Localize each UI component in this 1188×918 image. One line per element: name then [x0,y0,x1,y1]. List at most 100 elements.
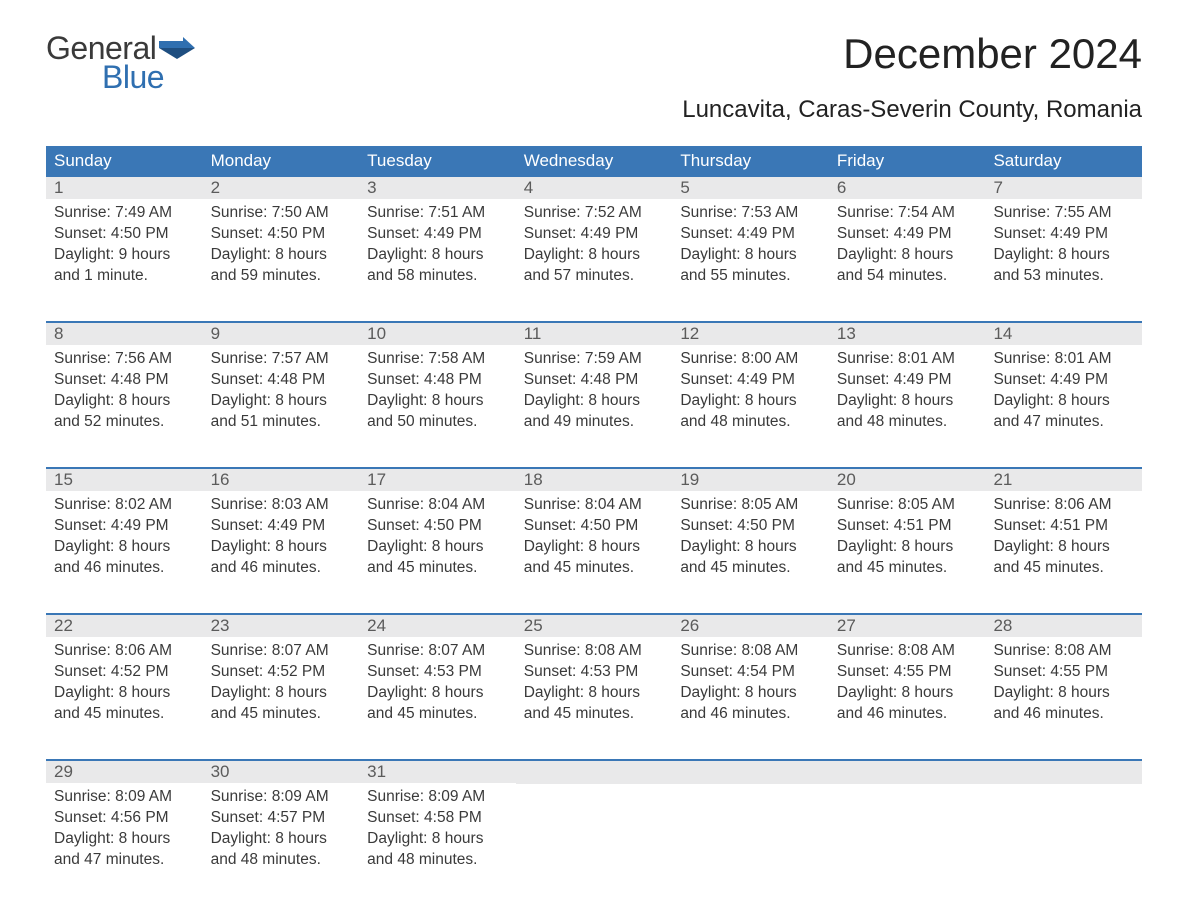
day-sunrise: Sunrise: 7:56 AM [54,349,195,370]
day-number: 20 [829,469,986,491]
calendar-cell: 25Sunrise: 8:08 AMSunset: 4:53 PMDayligh… [516,615,673,739]
day-body: Sunrise: 8:06 AMSunset: 4:51 PMDaylight:… [985,491,1142,583]
day-sunrise: Sunrise: 8:01 AM [993,349,1134,370]
day-sunset: Sunset: 4:50 PM [211,224,352,245]
day-d1: Daylight: 8 hours [837,391,978,412]
day-sunset: Sunset: 4:49 PM [680,370,821,391]
day-body: Sunrise: 7:59 AMSunset: 4:48 PMDaylight:… [516,345,673,437]
header: General Blue December 2024 Luncavita, Ca… [46,30,1142,138]
day-d1: Daylight: 8 hours [837,683,978,704]
day-d1: Daylight: 8 hours [211,391,352,412]
day-number [672,761,829,784]
day-d1: Daylight: 8 hours [680,683,821,704]
day-d2: and 59 minutes. [211,266,352,287]
calendar-cell: 11Sunrise: 7:59 AMSunset: 4:48 PMDayligh… [516,323,673,447]
day-number [516,761,673,784]
day-body: Sunrise: 8:09 AMSunset: 4:57 PMDaylight:… [203,783,360,875]
day-number: 14 [985,323,1142,345]
day-sunrise: Sunrise: 7:58 AM [367,349,508,370]
day-d2: and 47 minutes. [54,850,195,871]
calendar-cell-empty [672,761,829,885]
day-sunrise: Sunrise: 8:08 AM [837,641,978,662]
calendar-cell: 31Sunrise: 8:09 AMSunset: 4:58 PMDayligh… [359,761,516,885]
day-d2: and 46 minutes. [993,704,1134,725]
day-body: Sunrise: 8:08 AMSunset: 4:55 PMDaylight:… [985,637,1142,729]
day-d2: and 48 minutes. [680,412,821,433]
day-sunrise: Sunrise: 7:53 AM [680,203,821,224]
calendar-cell: 16Sunrise: 8:03 AMSunset: 4:49 PMDayligh… [203,469,360,593]
day-body: Sunrise: 8:03 AMSunset: 4:49 PMDaylight:… [203,491,360,583]
day-body: Sunrise: 7:58 AMSunset: 4:48 PMDaylight:… [359,345,516,437]
day-number: 25 [516,615,673,637]
weekday-header: Saturday [985,146,1142,177]
day-d1: Daylight: 8 hours [680,391,821,412]
day-d2: and 46 minutes. [54,558,195,579]
day-d1: Daylight: 8 hours [993,245,1134,266]
day-sunset: Sunset: 4:48 PM [524,370,665,391]
day-number: 29 [46,761,203,783]
day-sunset: Sunset: 4:50 PM [367,516,508,537]
day-d1: Daylight: 8 hours [680,537,821,558]
day-number: 15 [46,469,203,491]
day-body: Sunrise: 8:02 AMSunset: 4:49 PMDaylight:… [46,491,203,583]
calendar-cell: 13Sunrise: 8:01 AMSunset: 4:49 PMDayligh… [829,323,986,447]
calendar-week: 22Sunrise: 8:06 AMSunset: 4:52 PMDayligh… [46,613,1142,739]
day-number: 5 [672,177,829,199]
day-d2: and 46 minutes. [211,558,352,579]
day-d1: Daylight: 8 hours [680,245,821,266]
calendar-cell: 4Sunrise: 7:52 AMSunset: 4:49 PMDaylight… [516,177,673,301]
day-sunset: Sunset: 4:52 PM [54,662,195,683]
day-number: 11 [516,323,673,345]
day-d1: Daylight: 8 hours [211,683,352,704]
day-sunset: Sunset: 4:54 PM [680,662,821,683]
day-number: 18 [516,469,673,491]
day-sunset: Sunset: 4:58 PM [367,808,508,829]
day-number: 16 [203,469,360,491]
day-number: 26 [672,615,829,637]
day-sunset: Sunset: 4:56 PM [54,808,195,829]
day-d2: and 47 minutes. [993,412,1134,433]
calendar-cell: 9Sunrise: 7:57 AMSunset: 4:48 PMDaylight… [203,323,360,447]
day-body: Sunrise: 8:08 AMSunset: 4:54 PMDaylight:… [672,637,829,729]
day-sunrise: Sunrise: 8:04 AM [367,495,508,516]
calendar-cell: 8Sunrise: 7:56 AMSunset: 4:48 PMDaylight… [46,323,203,447]
calendar-cell: 20Sunrise: 8:05 AMSunset: 4:51 PMDayligh… [829,469,986,593]
day-d2: and 57 minutes. [524,266,665,287]
day-sunrise: Sunrise: 8:07 AM [211,641,352,662]
day-d2: and 45 minutes. [367,704,508,725]
day-body: Sunrise: 8:05 AMSunset: 4:51 PMDaylight:… [829,491,986,583]
calendar-cell: 24Sunrise: 8:07 AMSunset: 4:53 PMDayligh… [359,615,516,739]
day-body: Sunrise: 8:08 AMSunset: 4:53 PMDaylight:… [516,637,673,729]
day-sunset: Sunset: 4:49 PM [524,224,665,245]
title-block: December 2024 Luncavita, Caras-Severin C… [682,30,1142,138]
day-body: Sunrise: 8:00 AMSunset: 4:49 PMDaylight:… [672,345,829,437]
calendar-cell-empty [516,761,673,885]
day-sunset: Sunset: 4:49 PM [211,516,352,537]
day-number: 4 [516,177,673,199]
day-d2: and 48 minutes. [837,412,978,433]
day-body: Sunrise: 8:01 AMSunset: 4:49 PMDaylight:… [985,345,1142,437]
day-d1: Daylight: 8 hours [211,537,352,558]
day-sunset: Sunset: 4:48 PM [367,370,508,391]
day-body: Sunrise: 7:56 AMSunset: 4:48 PMDaylight:… [46,345,203,437]
calendar-cell: 10Sunrise: 7:58 AMSunset: 4:48 PMDayligh… [359,323,516,447]
day-number: 31 [359,761,516,783]
day-d1: Daylight: 8 hours [367,829,508,850]
page-title: December 2024 [682,30,1142,78]
day-d2: and 50 minutes. [367,412,508,433]
day-sunset: Sunset: 4:48 PM [211,370,352,391]
day-sunrise: Sunrise: 8:05 AM [837,495,978,516]
day-d1: Daylight: 8 hours [993,391,1134,412]
day-d1: Daylight: 8 hours [837,537,978,558]
calendar-week: 1Sunrise: 7:49 AMSunset: 4:50 PMDaylight… [46,177,1142,301]
day-sunset: Sunset: 4:53 PM [367,662,508,683]
day-sunrise: Sunrise: 8:04 AM [524,495,665,516]
day-number: 28 [985,615,1142,637]
calendar-week: 29Sunrise: 8:09 AMSunset: 4:56 PMDayligh… [46,759,1142,885]
day-d1: Daylight: 8 hours [524,391,665,412]
weekday-header: Monday [203,146,360,177]
day-d2: and 45 minutes. [993,558,1134,579]
calendar-cell: 22Sunrise: 8:06 AMSunset: 4:52 PMDayligh… [46,615,203,739]
day-d2: and 1 minute. [54,266,195,287]
day-number: 21 [985,469,1142,491]
